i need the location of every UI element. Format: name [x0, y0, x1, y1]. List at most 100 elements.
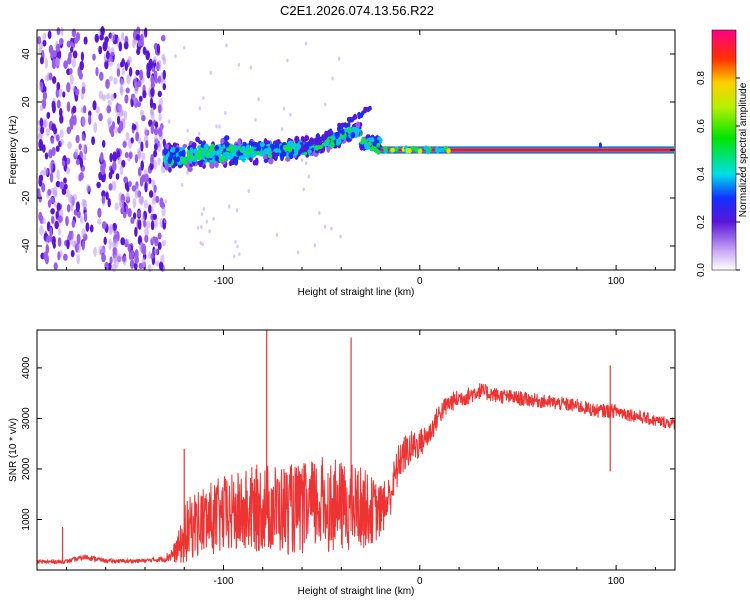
- spectrogram-cell: [62, 91, 66, 98]
- spectrogram-cell: [327, 129, 332, 135]
- spectrogram-cell: [157, 157, 161, 166]
- spectrogram-cell: [127, 243, 131, 253]
- spectrogram-cell: [145, 220, 151, 229]
- spectrogram-cell: [81, 133, 85, 142]
- spectrogram-cell: [108, 171, 113, 180]
- spectrogram-cell: [56, 99, 61, 109]
- spectrogram-cell: [228, 204, 231, 209]
- spectrogram-cell: [105, 191, 109, 201]
- spectrogram-cell: [70, 46, 74, 53]
- spectrogram-cell: [133, 96, 137, 105]
- spectrogram-cell: [155, 260, 160, 267]
- spectrogram-cell: [61, 188, 67, 195]
- spectrogram-cell: [119, 199, 124, 209]
- spectrogram-cell: [282, 106, 286, 111]
- spectrogram-cell: [225, 43, 228, 48]
- spectrogram-cell: [365, 145, 371, 150]
- spectrogram-cell: [161, 54, 166, 61]
- spectrogram-cell: [117, 253, 122, 263]
- spectrogram-cell: [82, 116, 86, 127]
- spectrogram-cell: [172, 142, 177, 148]
- spectrogram-cell: [100, 26, 105, 37]
- spectrogram-cell: [113, 238, 119, 248]
- spectrogram-cell: [168, 166, 172, 173]
- spectrogram-cell: [191, 142, 196, 150]
- spectrogram-cell: [310, 140, 315, 146]
- spectrogram-cell: [58, 88, 63, 98]
- spectrogram-cell: [150, 87, 155, 97]
- spectrogram-cell: [49, 172, 54, 183]
- spectrogram-cell: [124, 238, 130, 245]
- spectrogram-cell: [56, 82, 61, 91]
- spectrogram-cell: [66, 126, 71, 135]
- spectrogram-cell: [72, 105, 77, 114]
- spectrogram-cell: [55, 57, 60, 67]
- spectrogram-cell: [144, 226, 149, 237]
- spectrogram-cell: [135, 34, 141, 41]
- spectrogram-cell: [256, 145, 261, 153]
- spectrogram-cell: [137, 147, 142, 159]
- spectrogram-cell: [126, 185, 130, 193]
- spectrogram-cell: [134, 86, 139, 95]
- spectrogram-x-ticks: -100 0 100: [65, 30, 656, 287]
- spectrogram-cell: [252, 159, 257, 166]
- spectrogram-cell: [110, 32, 116, 43]
- spectrogram-cell: [359, 112, 364, 118]
- spectrogram-cell: [66, 203, 71, 213]
- spectrogram-cell: [68, 230, 73, 241]
- spectrogram-cell: [439, 147, 445, 153]
- spectrogram-cell: [160, 254, 165, 263]
- spectrogram-cell: [189, 147, 194, 156]
- spectrogram-cell: [60, 26, 64, 36]
- spectrogram-cell: [50, 196, 55, 204]
- spectrogram-cell: [59, 114, 64, 124]
- spectrogram-cell: [125, 132, 130, 141]
- spectrogram-cell: [140, 141, 144, 152]
- spectrogram-cell: [39, 104, 44, 112]
- spectrogram-cell: [376, 142, 380, 148]
- spectrogram-cell: [153, 143, 158, 151]
- spectrogram-cell: [202, 96, 205, 101]
- spectrogram-cell: [163, 156, 169, 161]
- spectrogram-cell: [107, 99, 112, 106]
- spectrogram-cell: [289, 143, 296, 148]
- spectrogram-cell: [199, 241, 202, 245]
- spectrogram-cell: [224, 135, 230, 141]
- spectrogram-cell: [57, 251, 61, 261]
- spectrogram-cell: [289, 112, 292, 117]
- spectrogram-cell: [167, 119, 171, 124]
- spectrogram-cell: [123, 110, 128, 121]
- spectrogram-cell: [148, 204, 152, 214]
- spectrogram-cell: [153, 70, 158, 80]
- colorbar-ticks: 0.0 0.2 0.4 0.6 0.8: [696, 71, 740, 277]
- spectrogram-cell: [98, 113, 103, 122]
- spectrogram-cell: [103, 236, 107, 245]
- spectrogram-cell: [304, 135, 310, 142]
- spectrogram-cell: [82, 105, 87, 114]
- spectrogram-cell: [122, 255, 127, 266]
- spectrogram-cell: [48, 235, 53, 242]
- spectrogram-cell: [114, 126, 118, 134]
- spectrogram-cell: [82, 199, 88, 211]
- spectrogram-cell: [336, 126, 341, 132]
- spectrogram-cell: [346, 122, 351, 128]
- spectrogram-cell: [186, 128, 189, 133]
- spectrogram-cell: [297, 250, 300, 255]
- carrier-band-core: [380, 148, 674, 152]
- spectrogram-cell: [137, 167, 142, 177]
- spectrogram-cell: [43, 85, 47, 93]
- spectrogram-cell: [165, 163, 169, 171]
- spectrogram-cell: [112, 151, 118, 162]
- spectrogram-cell: [109, 47, 115, 57]
- spectrogram-cell: [61, 160, 66, 167]
- spectrogram-cell: [267, 148, 271, 155]
- spectrogram-cell: [53, 186, 58, 197]
- spectrogram-cell: [178, 151, 183, 157]
- spectrogram-cell: [72, 193, 78, 201]
- spectrogram-cell: [140, 160, 144, 171]
- colorbar-tick-label: 0.6: [696, 119, 707, 133]
- spectrogram-cell: [79, 215, 84, 224]
- spectrogram-cell: [58, 107, 63, 118]
- spectrogram-cell: [305, 161, 308, 166]
- spectrogram-cell: [121, 67, 125, 76]
